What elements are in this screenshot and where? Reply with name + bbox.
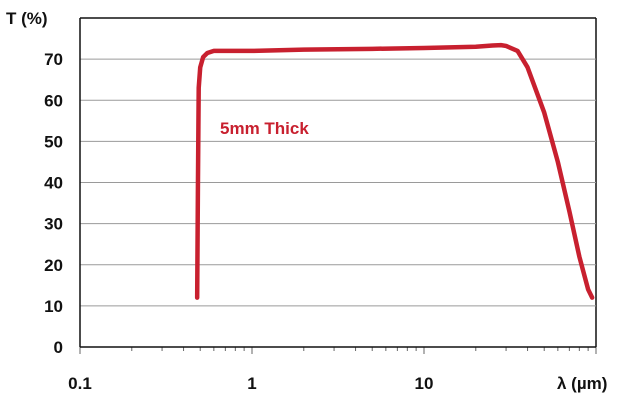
y-tick-label: 10: [44, 297, 63, 316]
x-tick-label: 10: [415, 374, 434, 393]
y-tick-label: 70: [44, 50, 63, 69]
x-tick-label: 1: [247, 374, 256, 393]
x-tick-label: 0.1: [68, 374, 92, 393]
x-axis-title: λ (µm): [557, 374, 607, 393]
y-tick-label: 50: [44, 132, 63, 151]
y-axis-title: T (%): [6, 9, 48, 28]
y-tick-label: 40: [44, 174, 63, 193]
y-tick-label: 30: [44, 215, 63, 234]
minor-ticks: [79, 347, 597, 354]
y-tick-labels: 0 10 20 30 40 50 60 70: [44, 50, 63, 357]
x-tick-labels: 0.1 1 10: [68, 374, 433, 393]
y-tick-label: 20: [44, 256, 63, 275]
y-tick-label: 0: [54, 338, 63, 357]
series-label: 5mm Thick: [220, 119, 309, 138]
grid-lines: [80, 17, 597, 347]
series-line: [194, 42, 595, 300]
y-tick-label: 60: [44, 91, 63, 110]
